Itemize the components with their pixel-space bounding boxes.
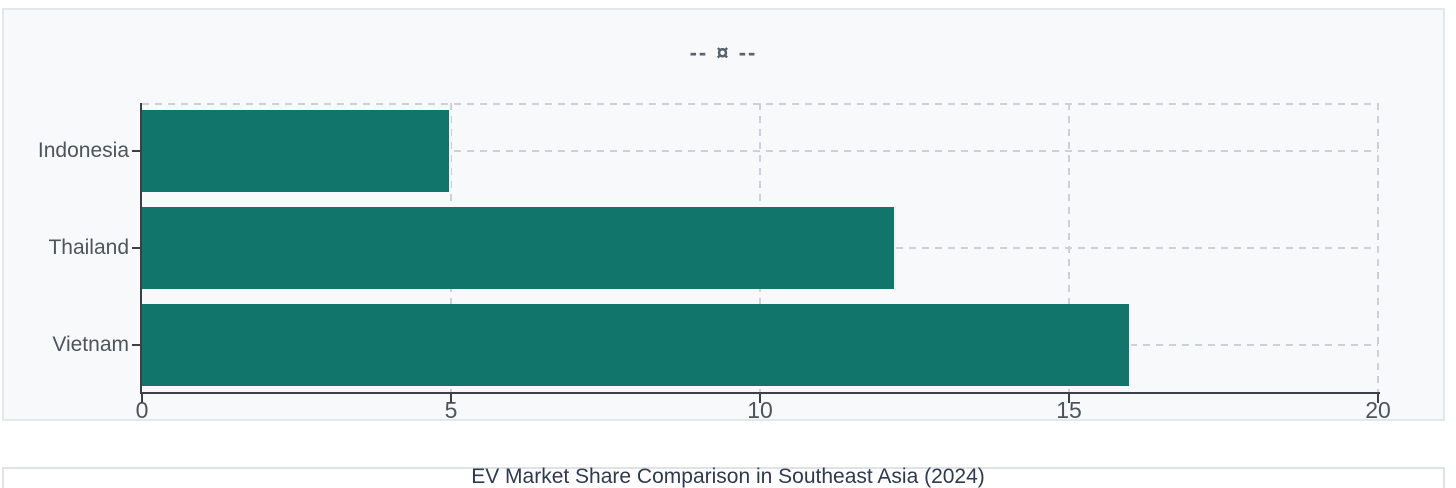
x-axis-tick: [450, 394, 452, 403]
y-axis-tick: [132, 247, 141, 249]
y-axis-tick: [132, 150, 141, 153]
bar-vietnam[interactable]: [142, 303, 1131, 386]
bar-thailand[interactable]: [142, 207, 896, 289]
y-axis-label-indonesia: Indonesia: [37, 139, 129, 163]
x-axis-tick: [1377, 394, 1379, 403]
chart-legend[interactable]: -- ¤ --: [4, 40, 1443, 66]
x-axis-label-0: 0: [135, 397, 149, 423]
x-axis-tick: [141, 394, 143, 403]
plot-area: [142, 103, 1379, 393]
y-axis-tick: [132, 343, 141, 346]
legend-series-symbol: -- ¤ --: [689, 40, 758, 65]
y-axis-label-vietnam: Vietnam: [52, 332, 129, 356]
x-axis-tick: [759, 394, 761, 403]
x-axis-label-5: 5: [444, 397, 458, 423]
y-axis-line: [140, 103, 142, 393]
x-axis-line: [140, 392, 1380, 394]
gridline-vertical: [1377, 103, 1379, 393]
chart-title: EV Market Share Comparison in Southeast …: [471, 465, 985, 488]
title-card: [2, 467, 1445, 488]
gridline-vertical: [1068, 103, 1070, 393]
y-axis-label-thailand: Thailand: [48, 236, 129, 259]
x-axis-tick: [1068, 394, 1070, 403]
bar-indonesia[interactable]: [142, 110, 451, 193]
